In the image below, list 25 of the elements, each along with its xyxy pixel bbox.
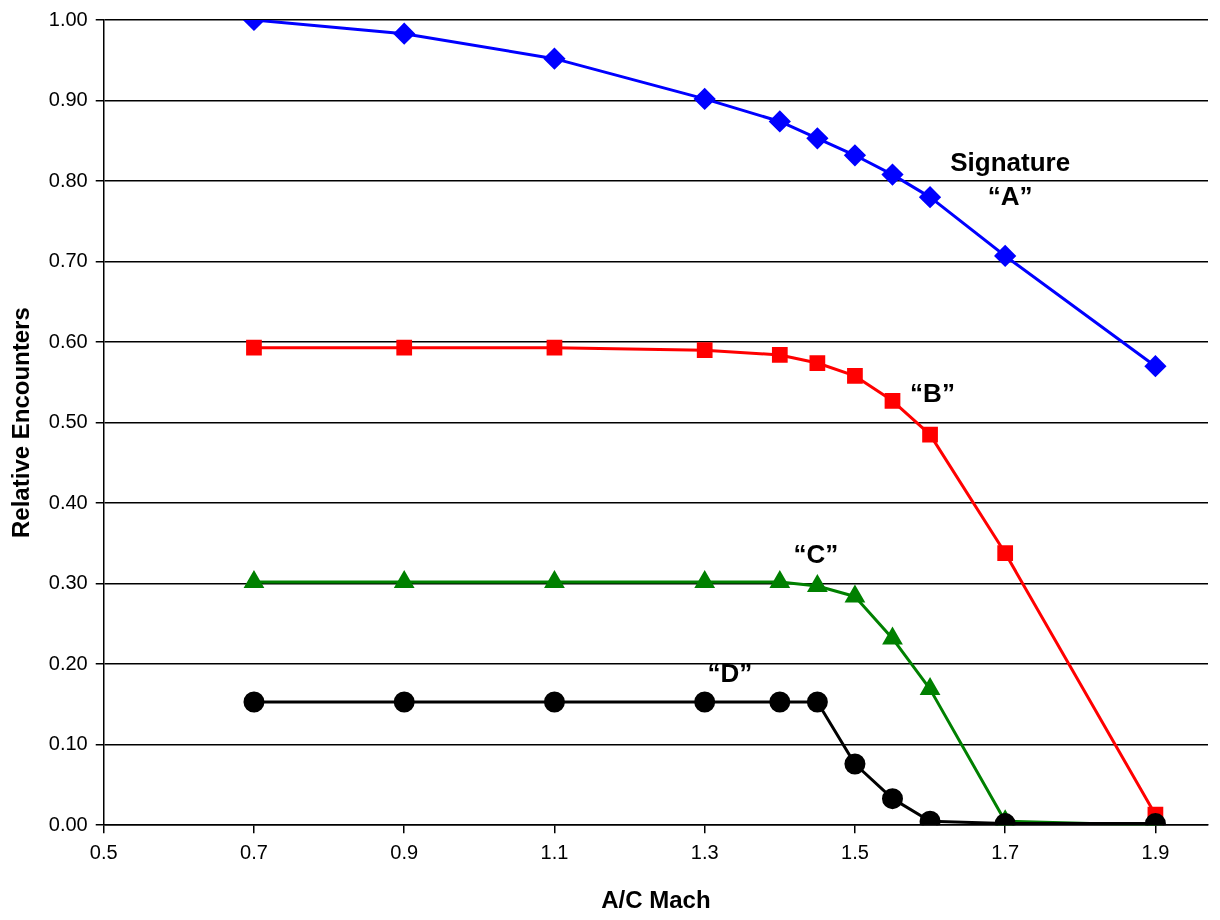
series-label: “C” bbox=[793, 539, 839, 570]
y-tick-label: 0.60 bbox=[48, 329, 88, 352]
series-label: “B” bbox=[910, 378, 955, 409]
x-tick-label: 1.7 bbox=[991, 840, 1020, 863]
y-axis-title: Relative Encounters bbox=[7, 307, 35, 538]
y-tick-label: 0.80 bbox=[48, 168, 88, 191]
y-tick-label: 0.10 bbox=[48, 732, 88, 755]
y-tick-label: 0.50 bbox=[48, 410, 88, 433]
series-label: “D” bbox=[707, 658, 753, 689]
x-tick-label: 1.9 bbox=[1141, 840, 1170, 863]
y-tick-label: 0.00 bbox=[48, 812, 88, 835]
series-label: Signature “A” bbox=[950, 147, 1071, 212]
y-tick-label: 0.90 bbox=[48, 88, 88, 111]
x-tick-label: 0.9 bbox=[390, 840, 419, 863]
y-tick-label: 0.40 bbox=[48, 490, 88, 513]
y-tick-label: 0.70 bbox=[48, 249, 88, 272]
x-tick-label: 0.7 bbox=[240, 840, 268, 863]
y-tick-label: 1.00 bbox=[48, 7, 88, 30]
y-tick-label: 0.20 bbox=[48, 651, 88, 674]
x-tick-label: 1.1 bbox=[540, 840, 569, 863]
y-tick-label: 0.30 bbox=[48, 571, 88, 594]
x-axis-title: A/C Mach bbox=[601, 886, 711, 914]
x-tick-label: 0.5 bbox=[89, 840, 118, 863]
x-tick-label: 1.5 bbox=[841, 840, 869, 863]
x-tick-label: 1.3 bbox=[690, 840, 719, 863]
